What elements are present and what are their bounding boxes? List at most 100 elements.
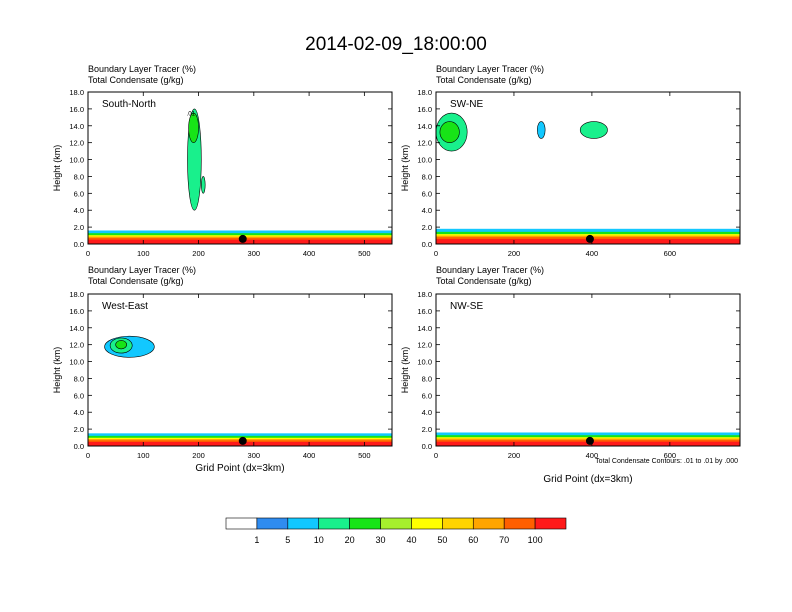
x-tick-label: 400 [586, 451, 599, 460]
panel-south-north: Boundary Layer Tracer (%) Total Condensa… [52, 64, 393, 258]
colorbar-swatch [411, 517, 443, 530]
panel-header-tracer: Boundary Layer Tracer (%) [88, 265, 196, 275]
colorbar-swatch [534, 517, 567, 530]
colorbar-label: 40 [406, 535, 416, 545]
x-tick-label: 0 [434, 249, 438, 258]
panel-header-condensate: Total Condensate (g/kg) [436, 75, 532, 85]
x-tick-label: 200 [192, 451, 205, 460]
y-tick-label: 2.0 [422, 425, 432, 434]
y-tick-label: 16.0 [69, 105, 84, 114]
y-tick-label: 14.0 [69, 122, 84, 131]
y-tick-label: 12.0 [417, 341, 432, 350]
panel-west-east: Boundary Layer Tracer (%) Total Condensa… [52, 265, 393, 474]
panel-header-condensate: Total Condensate (g/kg) [88, 276, 184, 286]
y-axis-label: Height (km) [400, 145, 410, 192]
plot-area: SW-NE 0.0 2.0 4.0 6.0 8.0 10.0 12.0 14.0 16.0 18.0… [417, 88, 741, 258]
y-tick-label: 2.0 [74, 223, 84, 232]
y-tick-label: 12.0 [69, 139, 84, 148]
panel-header-tracer: Boundary Layer Tracer (%) [88, 64, 196, 74]
x-tick-label: 400 [303, 249, 316, 258]
y-tick-label: 8.0 [422, 374, 432, 383]
tracer-feature [188, 112, 199, 143]
station-marker [238, 436, 247, 445]
panel-nw-se: Boundary Layer Tracer (%) Total Condensa… [400, 265, 741, 485]
colorbar-swatch [256, 517, 289, 530]
y-tick-label: 8.0 [74, 374, 84, 383]
x-tick-label: 400 [303, 451, 316, 460]
colorbar-swatch [225, 517, 258, 530]
figure-title: 2014-02-09_18:00:00 [305, 34, 487, 55]
x-axis-label: Grid Point (dx=3km) [195, 463, 284, 474]
panel-header-tracer: Boundary Layer Tracer (%) [436, 64, 544, 74]
y-tick-label: 14.0 [417, 324, 432, 333]
x-tick-label: 300 [248, 451, 261, 460]
y-tick-label: 4.0 [74, 408, 84, 417]
y-axis-label: Height (km) [52, 347, 62, 394]
station-marker [238, 234, 247, 243]
colorbar-swatch [472, 517, 505, 530]
colorbar-label: 50 [437, 535, 447, 545]
y-tick-label: 0.0 [74, 442, 84, 451]
x-tick-label: 0 [86, 451, 90, 460]
y-tick-label: 10.0 [69, 156, 84, 165]
colorbar-label: 30 [376, 535, 386, 545]
y-tick-label: 2.0 [74, 425, 84, 434]
plot-frame [435, 91, 741, 245]
y-tick-label: 16.0 [417, 307, 432, 316]
y-axis-label: Height (km) [400, 347, 410, 394]
y-tick-label: 10.0 [69, 358, 84, 367]
x-tick-label: 200 [192, 249, 205, 258]
y-tick-label: 6.0 [74, 189, 84, 198]
y-tick-label: 0.0 [422, 442, 432, 451]
station-marker [585, 436, 594, 445]
panel-name: SW-NE [450, 99, 483, 110]
tracer-feature [579, 121, 608, 139]
colorbar-swatch [503, 517, 536, 530]
y-tick-label: 10.0 [417, 156, 432, 165]
panel-header-tracer: Boundary Layer Tracer (%) [436, 265, 544, 275]
y-tick-label: 18.0 [69, 88, 84, 97]
y-tick-label: 6.0 [74, 391, 84, 400]
plot-frame [87, 91, 393, 245]
boundary-layer-band [88, 441, 392, 446]
y-tick-label: 2.0 [422, 223, 432, 232]
x-tick-label: 200 [508, 249, 521, 258]
tracer-feature [115, 340, 127, 350]
colorbar-swatch [380, 517, 412, 530]
colorbar-swatch [318, 517, 350, 530]
plot-area: .01 South-North 0.0 2.0 4.0 6.0 8.0 10.0 12.0 14.… [69, 88, 393, 258]
x-tick-label: 100 [137, 451, 150, 460]
plot-area: NW-SE 0.0 2.0 4.0 6.0 8.0 10.0 12.0 14.0 16.0 18.0… [417, 290, 741, 460]
x-tick-label: 300 [248, 249, 261, 258]
plot-frame [87, 293, 393, 447]
y-tick-label: 14.0 [417, 122, 432, 131]
colorbar-label: 60 [468, 535, 478, 545]
x-tick-label: 0 [86, 249, 90, 258]
y-tick-label: 0.0 [422, 240, 432, 249]
x-tick-label: 400 [586, 249, 599, 258]
panel-header-condensate: Total Condensate (g/kg) [436, 276, 532, 286]
y-tick-label: 12.0 [417, 139, 432, 148]
plot-frame [435, 293, 741, 447]
panel-sw-ne: Boundary Layer Tracer (%) Total Condensa… [400, 64, 741, 258]
colorbar-label: 10 [314, 535, 324, 545]
panel-name: NW-SE [450, 301, 483, 312]
colorbar-label: 100 [528, 535, 543, 545]
y-tick-label: 18.0 [69, 290, 84, 299]
x-axis-label: Grid Point (dx=3km) [543, 474, 632, 485]
panel-name: West-East [102, 301, 148, 312]
colorbar-label: 70 [499, 535, 509, 545]
y-tick-label: 4.0 [422, 206, 432, 215]
y-tick-label: 8.0 [74, 172, 84, 181]
x-tick-label: 600 [664, 249, 677, 258]
x-tick-label: 600 [664, 451, 677, 460]
y-tick-label: 18.0 [417, 290, 432, 299]
tracer-feature [439, 121, 460, 143]
colorbar-swatch [287, 517, 320, 530]
contour-note: Total Condensate Contours: .01 to .01 by… [595, 458, 738, 465]
station-marker [585, 234, 594, 243]
x-tick-label: 500 [358, 249, 371, 258]
y-tick-label: 18.0 [417, 88, 432, 97]
colorbar-label: 1 [254, 535, 259, 545]
